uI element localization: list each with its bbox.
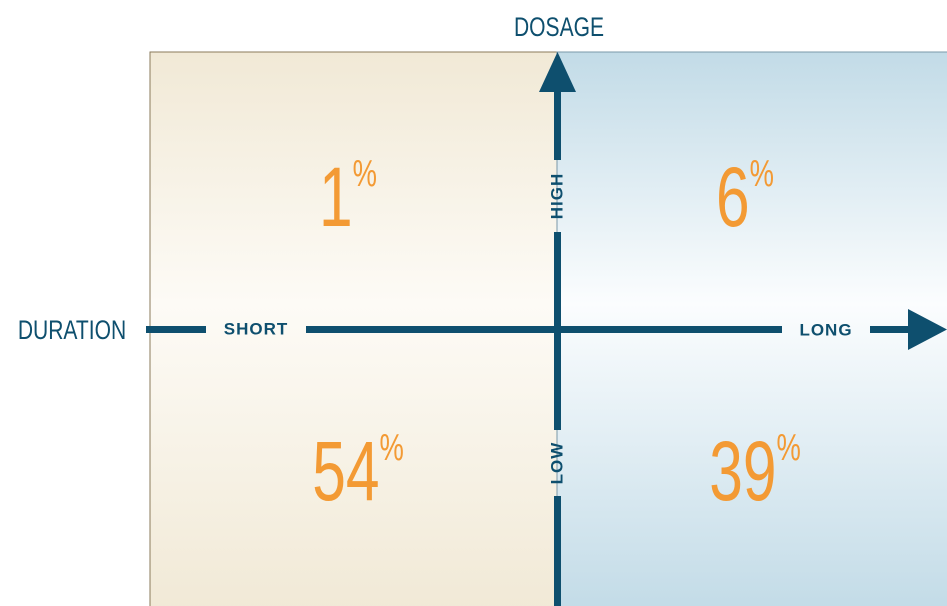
y-axis-title: DOSAGE <box>514 13 604 43</box>
value: 1 <box>319 150 353 244</box>
unit: % <box>379 427 403 469</box>
y-high-label: HIGH <box>547 173 566 220</box>
quadrant-value: 6% <box>716 150 774 244</box>
unit: % <box>750 153 774 195</box>
quadrant-value: 1% <box>319 150 377 244</box>
quadrant-value: 39% <box>709 424 801 518</box>
x-axis-title: DURATION <box>18 316 126 346</box>
horizontal-axis <box>146 309 947 350</box>
value: 6 <box>716 150 750 244</box>
unit: % <box>776 427 800 469</box>
unit: % <box>353 153 377 195</box>
y-low-label: LOW <box>547 442 566 485</box>
x-low-label: SHORT <box>224 319 289 338</box>
x-high-label: LONG <box>799 320 852 339</box>
vertical-axis <box>539 52 576 606</box>
value: 39 <box>709 424 776 518</box>
quadrant-value: 54% <box>312 424 404 518</box>
value: 54 <box>312 424 379 518</box>
